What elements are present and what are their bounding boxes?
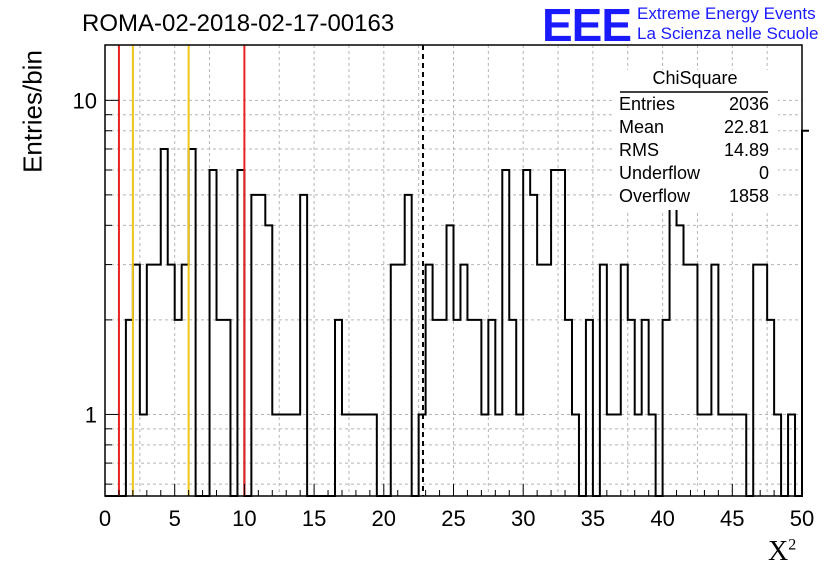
stats-value: 22.81 <box>724 117 769 137</box>
x-tick-label: 25 <box>441 506 465 531</box>
histogram-series <box>105 129 809 497</box>
x-tick-label: 50 <box>790 506 814 531</box>
stats-label: Mean <box>619 117 664 137</box>
x-tick-label: 40 <box>650 506 674 531</box>
stats-label: Underflow <box>619 163 701 183</box>
x-axis-label-superscript: 2 <box>788 536 797 554</box>
stats-box <box>612 70 778 210</box>
x-tick-label: 10 <box>232 506 256 531</box>
stats-label: Overflow <box>619 186 691 206</box>
stats-value: 0 <box>759 163 769 183</box>
x-axis-label: X2 <box>768 536 796 568</box>
x-tick-label: 30 <box>511 506 535 531</box>
x-axis-label-text: X <box>768 536 789 567</box>
x-tick-label: 0 <box>99 506 111 531</box>
x-tick-label: 15 <box>302 506 326 531</box>
stats-value: 1858 <box>729 186 769 206</box>
stats-value: 14.89 <box>724 140 769 160</box>
stats-label: Entries <box>619 94 675 114</box>
x-tick-label: 5 <box>169 506 181 531</box>
chart-title: ROMA-02-2018-02-17-00163 <box>82 10 395 37</box>
logo-mark: EEE <box>542 0 632 51</box>
logo-line-2: La Scienza nelle Scuole <box>637 24 819 43</box>
stats-value: 2036 <box>729 94 769 114</box>
x-tick-label: 20 <box>372 506 396 531</box>
x-tick-label: 45 <box>720 506 744 531</box>
y-tick-label: 1 <box>85 402 97 427</box>
stats-label: RMS <box>619 140 659 160</box>
y-tick-label: 10 <box>73 88 97 113</box>
logo-line-1: Extreme Energy Events <box>637 4 816 23</box>
eee-logo: EEE Extreme Energy Events La Scienza nel… <box>542 0 832 51</box>
x-tick-label: 35 <box>581 506 605 531</box>
stats-title: ChiSquare <box>652 68 737 88</box>
